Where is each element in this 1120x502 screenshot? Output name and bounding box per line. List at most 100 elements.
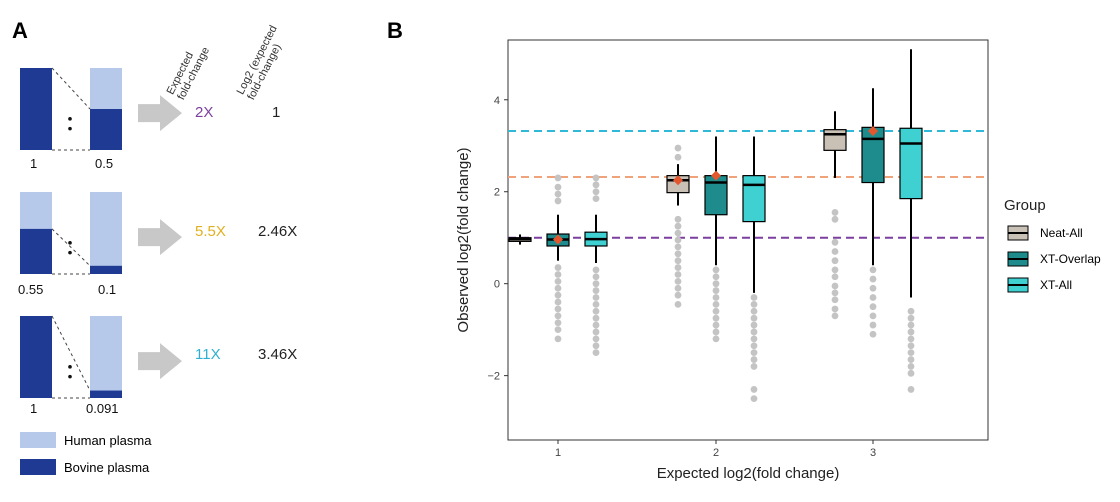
outlier-2-xt-all-8 bbox=[750, 349, 758, 357]
outlier-3-neat-all-4 bbox=[831, 257, 839, 265]
dot-lower-1 bbox=[68, 126, 72, 131]
dot-lower-2 bbox=[68, 250, 72, 255]
outlier-3-xt-all-1 bbox=[907, 314, 915, 322]
outlier-1-xt-all-12 bbox=[592, 321, 600, 329]
y-tick-label-2: 2 bbox=[494, 187, 500, 199]
outlier-1-xt-all-3 bbox=[592, 195, 600, 203]
bar-label-row2-right: 0.1 bbox=[98, 282, 117, 297]
log2-label-1: 1 bbox=[272, 104, 281, 121]
outlier-1-xt-overlap-6 bbox=[554, 277, 562, 285]
outlier-2-xt-all-6 bbox=[750, 335, 758, 343]
outlier-2-xt-all-0 bbox=[750, 294, 758, 301]
outlier-3-neat-all-10 bbox=[831, 305, 839, 313]
outlier-1-xt-overlap-14 bbox=[554, 335, 562, 343]
outlier-1-xt-overlap-0 bbox=[554, 174, 562, 182]
outlier-3-xt-overlap-3 bbox=[869, 294, 877, 301]
right-bar-bovine-2 bbox=[90, 265, 122, 274]
outlier-2-xt-overlap-5 bbox=[712, 300, 720, 308]
outlier-1-xt-overlap-8 bbox=[554, 291, 562, 299]
outlier-2-xt-all-10 bbox=[750, 363, 758, 370]
outlier-3-xt-overlap-6 bbox=[869, 321, 877, 329]
box-2-xt-all bbox=[742, 175, 766, 223]
outlier-2-xt-all-11 bbox=[750, 386, 758, 393]
legend-bovine-swatch bbox=[20, 459, 56, 475]
y-tick-label--2: −2 bbox=[487, 371, 500, 383]
legend-swatches bbox=[1007, 225, 1029, 293]
outlier-3-xt-all-4 bbox=[907, 335, 915, 343]
outlier-3-xt-all-6 bbox=[907, 349, 915, 357]
outlier-3-xt-overlap-7 bbox=[869, 330, 877, 338]
outlier-3-xt-all-0 bbox=[907, 307, 915, 315]
outlier-3-neat-all-2 bbox=[831, 238, 839, 246]
outlier-1-xt-overlap-2 bbox=[554, 190, 562, 198]
x-axis-title: Expected log2(fold change) bbox=[657, 465, 840, 482]
outlier-1-xt-all-9 bbox=[592, 300, 600, 308]
arrow-2 bbox=[138, 219, 182, 256]
outlier-3-xt-all-8 bbox=[907, 363, 915, 370]
outlier-2-neat-all-4 bbox=[674, 229, 682, 237]
outlier-3-xt-overlap-4 bbox=[869, 303, 877, 311]
outlier-2-neat-all-7 bbox=[674, 250, 682, 258]
mean-marker-3-xt-overlap bbox=[868, 126, 878, 137]
x-tick-label-3: 3 bbox=[870, 447, 876, 459]
legend-title: Group bbox=[1004, 197, 1046, 214]
outlier-2-neat-all-11 bbox=[674, 277, 682, 285]
dilution-line-top-2 bbox=[51, 228, 91, 267]
outlier-2-xt-overlap-7 bbox=[712, 314, 720, 322]
y-axis-title: Observed log2(fold change) bbox=[455, 147, 472, 332]
outlier-3-neat-all-8 bbox=[831, 289, 839, 297]
outlier-3-xt-overlap-5 bbox=[869, 312, 877, 320]
outlier-1-xt-all-5 bbox=[592, 273, 600, 281]
outlier-2-neat-all-8 bbox=[674, 257, 682, 265]
outlier-3-xt-all-5 bbox=[907, 342, 915, 350]
outlier-1-xt-overlap-10 bbox=[554, 305, 562, 313]
outlier-3-neat-all-9 bbox=[831, 296, 839, 304]
fold-label-5-5x: 5.5X bbox=[195, 223, 226, 240]
outlier-1-xt-overlap-12 bbox=[554, 319, 562, 327]
right-bar-bovine-1 bbox=[90, 109, 122, 150]
legend-neat-all-icon bbox=[1007, 225, 1029, 241]
outlier-3-neat-all-1 bbox=[831, 215, 839, 223]
outlier-3-neat-all-3 bbox=[831, 248, 839, 255]
outlier-2-neat-all-6 bbox=[674, 243, 682, 251]
bar-label-row3-left: 1 bbox=[30, 401, 38, 416]
mean-marker-1-xt-overlap bbox=[553, 234, 563, 245]
outlier-1-xt-all-7 bbox=[592, 287, 600, 294]
bar-label-row3-right: 0.091 bbox=[86, 401, 119, 416]
outlier-1-xt-all-16 bbox=[592, 349, 600, 357]
legend-xt-all-icon bbox=[1007, 277, 1029, 293]
outlier-1-xt-all-13 bbox=[592, 328, 600, 336]
outlier-1-xt-overlap-9 bbox=[554, 298, 562, 306]
outlier-2-xt-all-3 bbox=[750, 314, 758, 322]
outlier-2-neat-all-0 bbox=[674, 144, 682, 152]
outlier-1-xt-all-8 bbox=[592, 294, 600, 301]
outlier-2-neat-all-12 bbox=[674, 284, 682, 292]
outlier-3-xt-all-9 bbox=[907, 369, 915, 377]
outlier-2-neat-all-9 bbox=[674, 264, 682, 271]
outlier-2-neat-all-3 bbox=[674, 222, 682, 230]
outlier-2-xt-overlap-4 bbox=[712, 294, 720, 301]
left-bar-bovine-3 bbox=[20, 316, 52, 398]
outlier-2-xt-overlap-1 bbox=[712, 273, 720, 281]
bar-label-row1-left: 1 bbox=[30, 156, 38, 171]
outlier-1-xt-overlap-3 bbox=[554, 197, 562, 205]
y-tick-label-4: 4 bbox=[494, 95, 500, 107]
outlier-1-xt-overlap-11 bbox=[554, 312, 562, 320]
outlier-3-xt-overlap-2 bbox=[869, 284, 877, 292]
panel-a-diagram bbox=[20, 67, 182, 475]
outlier-2-xt-all-2 bbox=[750, 307, 758, 315]
arrow-1 bbox=[138, 95, 182, 132]
outlier-3-neat-all-6 bbox=[831, 273, 839, 281]
box-3-xt-all bbox=[899, 127, 923, 200]
plot-frame bbox=[507, 39, 989, 441]
bar-label-row2-left: 0.55 bbox=[18, 282, 44, 297]
fold-label-2x: 2X bbox=[195, 104, 214, 121]
dot-lower-3 bbox=[68, 374, 72, 379]
outlier-1-xt-all-4 bbox=[592, 266, 600, 274]
outlier-2-neat-all-2 bbox=[674, 215, 682, 223]
outlier-3-neat-all-5 bbox=[831, 266, 839, 274]
outlier-2-xt-all-9 bbox=[750, 356, 758, 363]
bar-label-row1-right: 0.5 bbox=[95, 156, 114, 171]
outlier-2-neat-all-13 bbox=[674, 291, 682, 299]
outlier-2-xt-overlap-9 bbox=[712, 328, 720, 336]
